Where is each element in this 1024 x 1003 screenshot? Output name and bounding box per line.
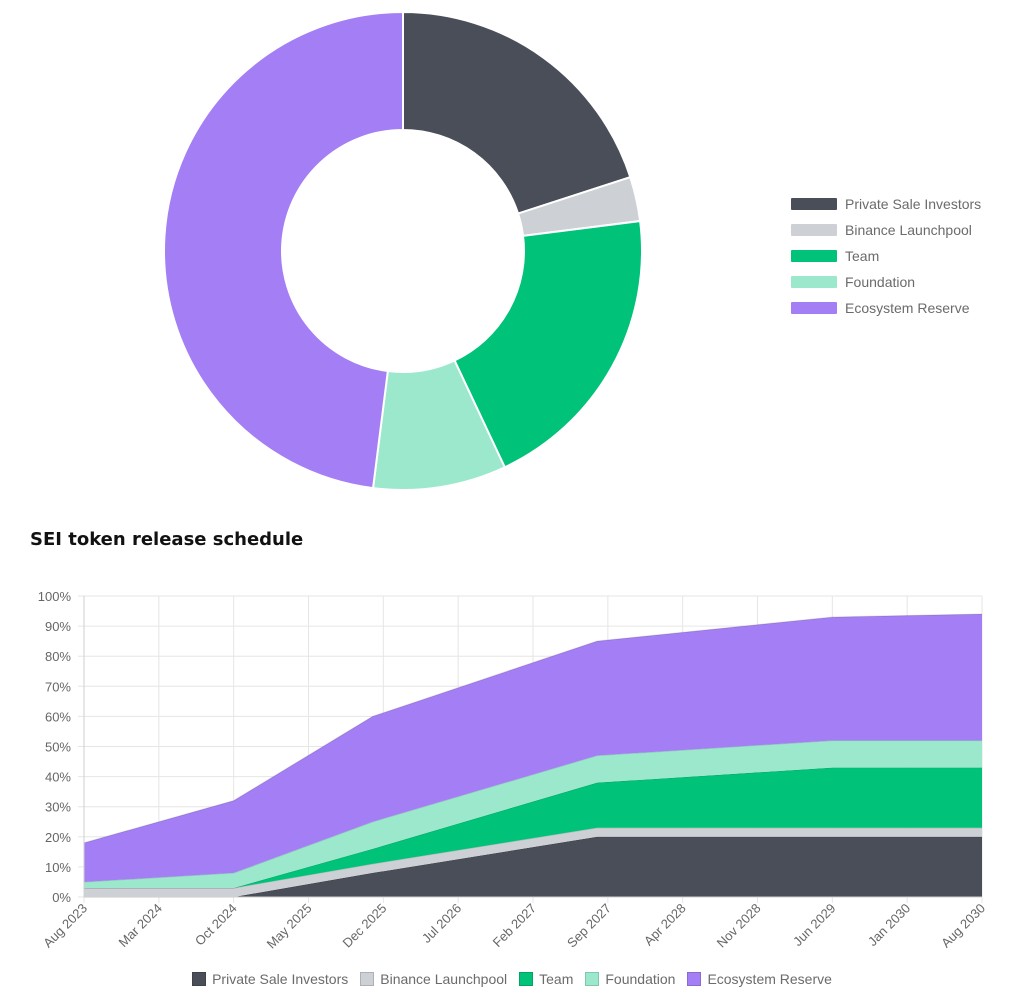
x-tick-label: May 2025 bbox=[264, 901, 315, 952]
legend-item-private-sale-investors[interactable]: Private Sale Investors bbox=[791, 191, 981, 217]
y-tick-label: 0% bbox=[52, 890, 71, 905]
x-tick-label: Jul 2026 bbox=[419, 901, 464, 946]
legend-swatch bbox=[360, 972, 375, 986]
x-tick-label: Jun 2029 bbox=[790, 901, 838, 949]
legend-swatch bbox=[585, 972, 600, 986]
y-tick-label: 20% bbox=[45, 830, 71, 845]
donut-legend: Private Sale Investors Binance Launchpool… bbox=[791, 191, 981, 321]
area-series-ecosystem-reserve bbox=[84, 614, 982, 882]
x-tick-label: Aug 2023 bbox=[40, 901, 90, 951]
donut-slice-private-sale-investors bbox=[402, 10, 632, 215]
legend-item-binance-launchpool[interactable]: Binance Launchpool bbox=[360, 971, 507, 987]
y-tick-label: 90% bbox=[45, 619, 71, 634]
x-tick-label: Oct 2024 bbox=[192, 901, 240, 949]
legend-swatch bbox=[791, 276, 837, 288]
legend-item-foundation[interactable]: Foundation bbox=[791, 269, 981, 295]
chart-title: SEI token release schedule bbox=[30, 529, 304, 550]
legend-swatch bbox=[192, 972, 207, 986]
y-tick-label: 10% bbox=[45, 860, 71, 875]
legend-swatch bbox=[687, 972, 702, 986]
legend-item-team[interactable]: Team bbox=[791, 243, 981, 269]
legend-item-foundation[interactable]: Foundation bbox=[585, 971, 675, 987]
legend-label: Ecosystem Reserve bbox=[845, 300, 970, 316]
x-tick-label: Sep 2027 bbox=[564, 901, 614, 951]
y-tick-label: 40% bbox=[45, 770, 71, 785]
legend-swatch bbox=[791, 302, 837, 314]
area-line-ecosystem-reserve bbox=[83, 613, 983, 844]
donut-slice-ecosystem-reserve bbox=[163, 10, 404, 490]
legend-item-ecosystem-reserve[interactable]: Ecosystem Reserve bbox=[791, 295, 981, 321]
area-legend: Private Sale Investors Binance Launchpool… bbox=[0, 971, 1024, 987]
legend-label: Private Sale Investors bbox=[212, 971, 349, 987]
x-tick-label: Feb 2027 bbox=[490, 901, 539, 950]
areas bbox=[83, 613, 983, 898]
y-tick-label: 70% bbox=[45, 679, 71, 694]
x-tick-label: Dec 2025 bbox=[339, 901, 389, 951]
legend-swatch bbox=[791, 198, 837, 210]
x-tick-label: Jan 2030 bbox=[865, 901, 913, 949]
area-series-team bbox=[84, 767, 982, 888]
legend-swatch bbox=[519, 972, 534, 986]
y-tick-label: 50% bbox=[45, 740, 71, 755]
release-schedule-area-chart: 0% 10% 20% 30% 40% 50% 60% 70% 80% 90% 100% Aug 202… bbox=[38, 589, 988, 952]
donut-slice-team bbox=[453, 219, 643, 469]
legend-label: Foundation bbox=[845, 274, 916, 290]
y-tick-label: 60% bbox=[45, 709, 71, 724]
legend-label: Private Sale Investors bbox=[845, 196, 982, 212]
area-series-binance-launchpool bbox=[84, 827, 982, 897]
allocation-donut-chart bbox=[163, 10, 643, 491]
x-tick-label: Aug 2030 bbox=[938, 901, 988, 951]
legend-swatch bbox=[791, 224, 837, 236]
legend-item-ecosystem-reserve[interactable]: Ecosystem Reserve bbox=[687, 971, 832, 987]
area-series-foundation bbox=[84, 740, 982, 888]
legend-item-team[interactable]: Team bbox=[519, 971, 573, 987]
legend-label: Foundation bbox=[605, 971, 676, 987]
x-tick-label: Nov 2028 bbox=[714, 901, 764, 951]
y-tick-label: 100% bbox=[38, 589, 72, 604]
area-series-private-sale-investors bbox=[84, 836, 982, 897]
legend-label: Team bbox=[845, 248, 880, 264]
legend-label: Ecosystem Reserve bbox=[707, 971, 832, 987]
y-tick-label: 30% bbox=[45, 800, 71, 815]
legend-swatch bbox=[791, 250, 837, 262]
legend-item-binance-launchpool[interactable]: Binance Launchpool bbox=[791, 217, 981, 243]
legend-label: Binance Launchpool bbox=[380, 971, 508, 987]
legend-label: Team bbox=[539, 971, 574, 987]
legend-item-private-sale-investors[interactable]: Private Sale Investors bbox=[192, 971, 348, 987]
x-tick-label: Mar 2024 bbox=[116, 901, 165, 950]
x-tick-label: Apr 2028 bbox=[641, 901, 689, 949]
legend-label: Binance Launchpool bbox=[845, 222, 972, 238]
y-tick-label: 80% bbox=[45, 649, 71, 664]
